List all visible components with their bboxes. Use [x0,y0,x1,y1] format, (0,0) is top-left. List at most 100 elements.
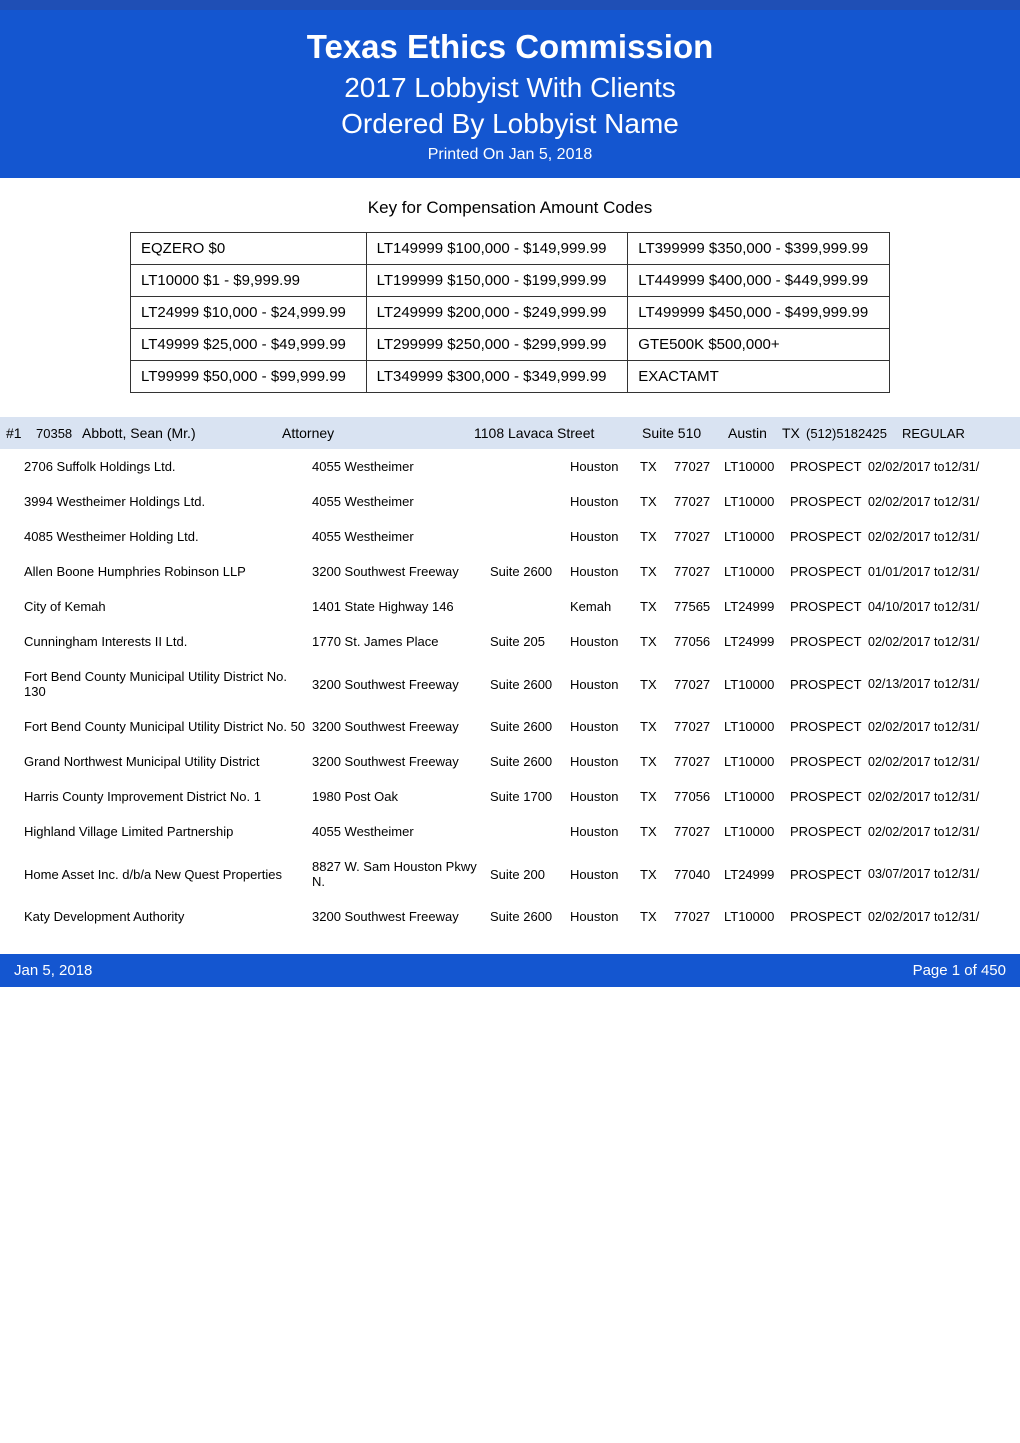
client-date-range: 02/13/2017 to12/31/ [868,677,1014,691]
client-state: TX [640,754,674,769]
client-city: Houston [570,677,640,692]
report-subtitle-1: 2017 Lobbyist With Clients [10,72,1010,104]
client-date-range: 03/07/2017 to12/31/ [868,867,1014,881]
printed-on-line: Printed On Jan 5, 2018 [10,146,1010,164]
client-row: City of Kemah1401 State Highway 146 Kemah… [0,589,1020,624]
client-date-range: 02/02/2017 to12/31/ [868,495,1014,509]
client-row: Highland Village Limited Partnership4055… [0,814,1020,849]
client-address: 4055 Westheimer [312,824,490,839]
client-status: PROSPECT [790,867,868,882]
client-compensation-code: LT10000 [724,459,790,474]
client-address: 4055 Westheimer [312,494,490,509]
client-status: PROSPECT [790,824,868,839]
client-city: Houston [570,564,640,579]
client-name: City of Kemah [24,599,312,614]
compensation-key-cell: LT99999 $50,000 - $99,999.99 [131,361,367,393]
client-name: Cunningham Interests II Ltd. [24,634,312,649]
client-compensation-code: LT10000 [724,677,790,692]
client-city: Kemah [570,599,640,614]
client-date-range: 02/02/2017 to12/31/ [868,825,1014,839]
client-status: PROSPECT [790,494,868,509]
compensation-key-cell: LT249999 $200,000 - $249,999.99 [366,297,628,329]
client-compensation-code: LT10000 [724,824,790,839]
client-address: 3200 Southwest Freeway [312,719,490,734]
client-city: Houston [570,719,640,734]
lobbyist-phone: (512)5182425 [806,426,902,441]
lobbyist-city: Austin [728,425,782,441]
compensation-key-cell: LT24999 $10,000 - $24,999.99 [131,297,367,329]
client-suite: Suite 1700 [490,789,570,804]
client-suite: Suite 2600 [490,677,570,692]
compensation-key-cell: LT449999 $400,000 - $449,999.99 [628,265,890,297]
client-compensation-code: LT10000 [724,789,790,804]
lobbyist-suite: Suite 510 [642,425,728,441]
client-state: TX [640,824,674,839]
client-state: TX [640,494,674,509]
client-name: 3994 Westheimer Holdings Ltd. [24,494,312,509]
client-status: PROSPECT [790,789,868,804]
lobbyist-summary-row: #1 70358 Abbott, Sean (Mr.) Attorney 110… [0,417,1020,449]
client-city: Houston [570,909,640,924]
client-address: 1401 State Highway 146 [312,599,490,614]
client-address: 3200 Southwest Freeway [312,677,490,692]
client-date-range: 02/02/2017 to12/31/ [868,720,1014,734]
client-name: Fort Bend County Municipal Utility Distr… [24,669,312,699]
client-zip: 77565 [674,599,724,614]
compensation-key-cell: LT299999 $250,000 - $299,999.99 [366,329,628,361]
client-state: TX [640,634,674,649]
client-row: 3994 Westheimer Holdings Ltd.4055 Westhe… [0,484,1020,519]
lobbyist-id: 70358 [36,426,82,441]
lobbyist-occupation: Attorney [282,425,474,441]
compensation-key-cell: EXACTAMT [628,361,890,393]
client-status: PROSPECT [790,719,868,734]
report-header-banner: Texas Ethics Commission 2017 Lobbyist Wi… [0,0,1020,178]
client-row: Allen Boone Humphries Robinson LLP3200 S… [0,554,1020,589]
client-suite: Suite 2600 [490,909,570,924]
client-zip: 77056 [674,789,724,804]
client-name: 2706 Suffolk Holdings Ltd. [24,459,312,474]
client-suite: Suite 2600 [490,754,570,769]
client-row: Fort Bend County Municipal Utility Distr… [0,659,1020,709]
client-row: Fort Bend County Municipal Utility Distr… [0,709,1020,744]
client-compensation-code: LT24999 [724,634,790,649]
client-address: 4055 Westheimer [312,459,490,474]
client-date-range: 02/02/2017 to12/31/ [868,460,1014,474]
client-row: Cunningham Interests II Ltd.1770 St. Jam… [0,624,1020,659]
client-address: 1980 Post Oak [312,789,490,804]
client-name: 4085 Westheimer Holding Ltd. [24,529,312,544]
client-zip: 77040 [674,867,724,882]
client-row: 4085 Westheimer Holding Ltd.4055 Westhei… [0,519,1020,554]
client-date-range: 02/02/2017 to12/31/ [868,755,1014,769]
client-suite: Suite 2600 [490,719,570,734]
client-compensation-code: LT10000 [724,564,790,579]
client-list: 2706 Suffolk Holdings Ltd.4055 Westheime… [0,449,1020,934]
compensation-key-cell: LT399999 $350,000 - $399,999.99 [628,233,890,265]
client-row: Katy Development Authority3200 Southwest… [0,899,1020,934]
client-row: Home Asset Inc. d/b/a New Quest Properti… [0,849,1020,899]
lobbyist-number: #1 [6,425,36,441]
compensation-key-cell: LT149999 $100,000 - $149,999.99 [366,233,628,265]
client-compensation-code: LT10000 [724,909,790,924]
client-row: Harris County Improvement District No. 1… [0,779,1020,814]
client-compensation-code: LT10000 [724,494,790,509]
client-date-range: 02/02/2017 to12/31/ [868,790,1014,804]
client-date-range: 02/02/2017 to12/31/ [868,910,1014,924]
client-compensation-code: LT10000 [724,529,790,544]
compensation-key-cell: LT499999 $450,000 - $499,999.99 [628,297,890,329]
client-zip: 77027 [674,459,724,474]
client-status: PROSPECT [790,599,868,614]
client-address: 8827 W. Sam Houston Pkwy N. [312,859,490,889]
client-city: Houston [570,634,640,649]
lobbyist-state: TX [782,425,806,441]
client-zip: 77027 [674,494,724,509]
client-name: Katy Development Authority [24,909,312,924]
client-date-range: 02/02/2017 to12/31/ [868,530,1014,544]
report-title: Texas Ethics Commission [10,28,1010,66]
client-zip: 77027 [674,754,724,769]
client-name: Home Asset Inc. d/b/a New Quest Properti… [24,867,312,882]
client-city: Houston [570,824,640,839]
client-zip: 77056 [674,634,724,649]
client-status: PROSPECT [790,754,868,769]
client-city: Houston [570,459,640,474]
client-state: TX [640,529,674,544]
